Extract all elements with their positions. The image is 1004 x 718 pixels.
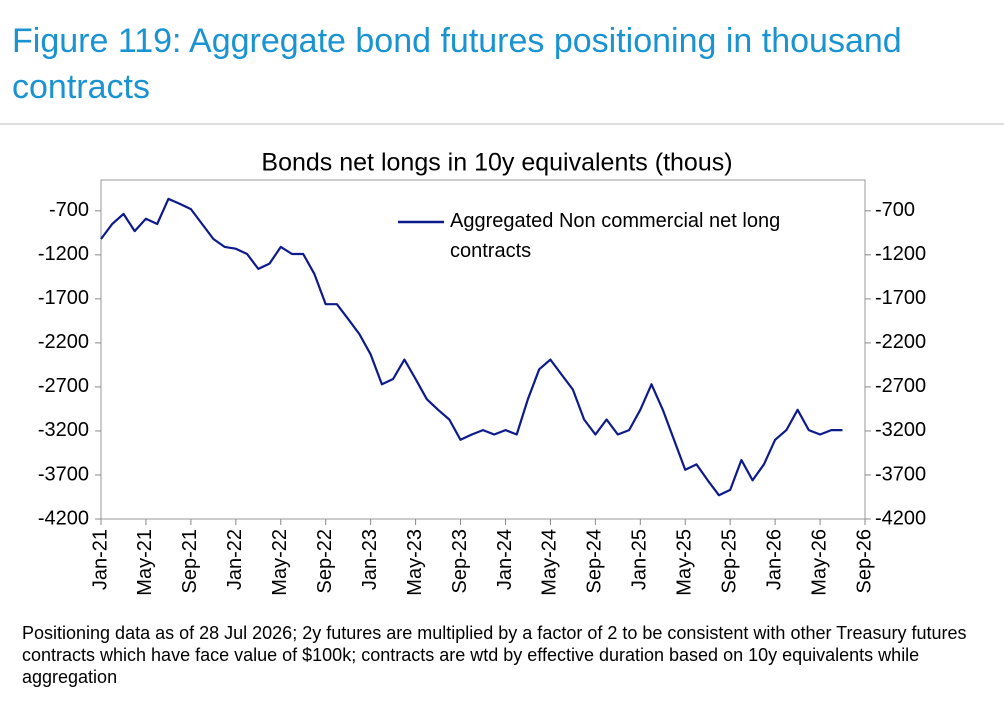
figure-title: Figure 119: Aggregate bond futures posit… <box>12 22 902 106</box>
x-tick-label: Jan-25 <box>629 529 651 590</box>
y-tick-label: -4200 <box>38 507 89 529</box>
x-tick-label: Jan-26 <box>763 529 785 590</box>
y-tick-label-right: -3200 <box>875 419 926 441</box>
y-tick-label: -1200 <box>38 243 89 265</box>
y-tick-label-right: -1700 <box>875 287 926 309</box>
chart-subtitle: Bonds net longs in 10y equivalents (thou… <box>261 149 732 177</box>
footnote: Positioning data as of 28 Jul 2026; 2y f… <box>22 623 967 687</box>
x-tick-label: May-21 <box>134 529 156 596</box>
y-tick-label: -3700 <box>38 463 89 485</box>
y-tick-label: -1700 <box>38 287 89 309</box>
y-tick-label-right: -2700 <box>875 375 926 397</box>
x-tick-label: Jan-21 <box>89 529 111 590</box>
y-tick-label: -2200 <box>38 331 89 353</box>
x-tick-label: Sep-23 <box>449 529 471 594</box>
x-tick-label: May-25 <box>674 529 696 596</box>
y-tick-label-right: -2200 <box>875 331 926 353</box>
x-tick-label: Sep-25 <box>718 529 740 594</box>
y-tick-label: -2700 <box>38 375 89 397</box>
line-series <box>100 197 843 497</box>
x-tick-label: Jan-24 <box>494 529 516 590</box>
y-tick-label-right: -3700 <box>875 463 926 485</box>
x-tick-label: Sep-21 <box>179 529 201 594</box>
x-tick-label: May-24 <box>539 529 561 596</box>
x-tick-label: Sep-22 <box>314 529 336 594</box>
plot-frame <box>100 179 866 520</box>
x-tick-label: May-22 <box>269 529 291 596</box>
x-tick-label: Sep-24 <box>584 529 606 594</box>
x-tick-label: Sep-26 <box>853 529 875 594</box>
y-tick-label: -3200 <box>38 419 89 441</box>
y-tick-label-right: -700 <box>875 199 915 221</box>
y-tick-label: -700 <box>49 199 89 221</box>
legend-label: Aggregated Non commercial net long contra… <box>450 210 780 262</box>
y-tick-label-right: -1200 <box>875 243 926 265</box>
x-tick-label: Jan-23 <box>359 529 381 590</box>
y-tick-label-right: -4200 <box>875 507 926 529</box>
x-tick-label: May-23 <box>404 529 426 596</box>
x-tick-label: May-26 <box>808 529 830 596</box>
x-tick-label: Jan-22 <box>224 529 246 590</box>
